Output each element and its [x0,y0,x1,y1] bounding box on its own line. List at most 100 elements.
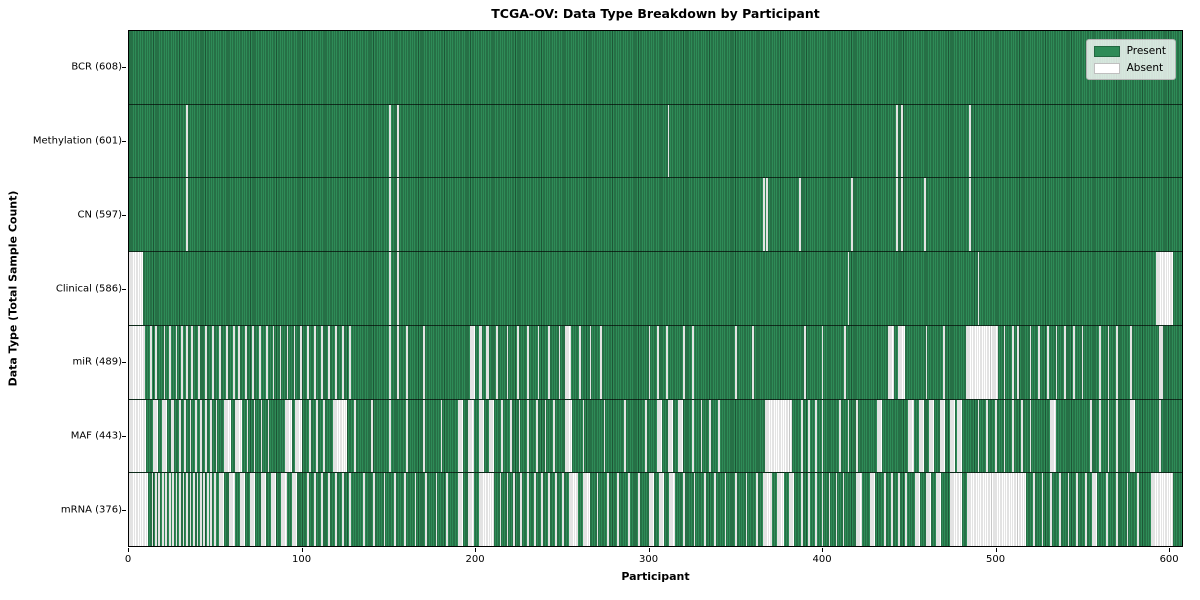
absent-bar [234,399,242,473]
absent-bar [617,473,620,547]
absent-bar [404,473,407,547]
absent-bar [179,473,181,547]
absent-bar [800,399,803,473]
absent-bar [383,473,386,547]
absent-bar [645,399,647,473]
absent-bar [1067,473,1070,547]
absent-bar [321,473,323,547]
absent-bar [397,252,400,325]
absent-bar [225,325,228,399]
absent-bar [414,473,417,547]
absent-bar [129,252,143,325]
absent-bar [406,325,408,399]
absent-bar [657,399,663,473]
absent-bar [870,473,876,547]
absent-bar [1098,325,1101,399]
absent-bar [425,473,427,547]
absent-bar [186,178,188,252]
absent-bar [968,104,971,178]
absent-bar [423,325,426,399]
absent-bar [180,325,183,399]
absent-bar [847,252,850,325]
y-tick-mark [122,214,126,216]
absent-bar [691,399,694,473]
absent-bar [821,473,824,547]
absent-bar [397,325,400,399]
absent-bar [541,473,543,547]
absent-bar [766,178,769,252]
absent-bar [478,473,495,547]
y-tick-label: CN (597) [77,209,122,221]
absent-bar [735,325,737,399]
absent-bar [468,473,474,547]
absent-bar [703,473,706,547]
absent-bar [246,399,249,473]
absent-bar [994,399,997,473]
absent-bar [648,325,651,399]
absent-bar [607,473,609,547]
absent-bar [667,104,670,178]
x-tick-label: 500 [986,554,1006,565]
absent-bar [1116,399,1118,473]
absent-bar [527,473,530,547]
y-tick-mark [122,66,126,68]
absent-bar [397,178,400,252]
absent-bar [1076,473,1079,547]
absent-bar [658,473,665,547]
absent-bar [1041,473,1044,547]
absent-bar [388,104,391,178]
absent-bar [548,325,550,399]
absent-bar [904,473,907,547]
absent-bar [251,325,254,399]
y-tick-label: Methylation (601) [32,135,122,147]
absent-bar [553,399,556,473]
absent-bar [161,399,168,473]
absent-bar [293,325,296,399]
legend: Present Absent [1085,39,1176,80]
absent-bar [762,178,765,252]
absent-bar [1136,473,1139,547]
absent-bar [348,473,351,547]
absent-bar [724,473,727,547]
absent-bar [129,325,145,399]
absent-bar [205,325,207,399]
absent-bar [527,325,530,399]
plot-area [128,30,1183,547]
y-tick-labels: BCR (608) Methylation (601) CN (597) Clinic… [0,30,126,547]
absent-bar [189,473,192,547]
absent-bar [253,399,256,473]
absent-bar [1050,399,1056,473]
absent-bar [200,473,202,547]
absent-bar [804,325,807,399]
absent-bar [1156,252,1174,325]
absent-bar [194,399,197,473]
absent-bar [603,399,606,473]
x-tick-label: 200 [465,554,485,565]
absent-bar [527,399,530,473]
absent-bar [295,399,303,473]
absent-bar [219,473,225,547]
absent-bar [458,473,464,547]
absent-bar [788,473,795,547]
absent-bar [520,473,523,547]
absent-bar [203,473,206,547]
absent-bar [700,399,703,473]
absent-bar [506,325,509,399]
absent-bar [1029,399,1032,473]
absent-bar [752,325,755,399]
absent-bar [342,473,344,547]
absent-bar [1003,325,1006,399]
y-tick-label: miR (489) [72,356,122,368]
absent-bar [1033,473,1035,547]
absent-bar [501,399,504,473]
legend-label-absent: Absent [1126,62,1164,74]
absent-bar [1098,399,1101,473]
absent-bar [534,473,536,547]
absent-bar [1064,325,1066,399]
absent-bar [714,473,717,547]
absent-bar [745,473,748,547]
absent-bar [161,473,164,547]
absent-bar [648,473,654,547]
absent-bar [558,325,561,399]
absent-bar [333,399,348,473]
